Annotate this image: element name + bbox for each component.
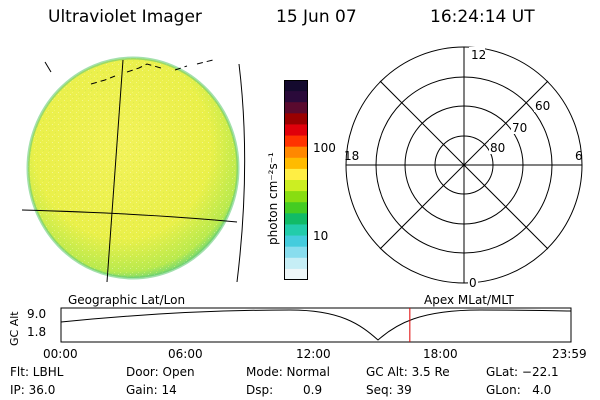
colorbar-segment (284, 102, 308, 114)
colorbar-tick-100: 100 (313, 141, 336, 155)
timeline-x-tick-2359: 23:59 (552, 347, 587, 361)
colorbar-segment (284, 135, 308, 148)
colorbar-frame (284, 80, 308, 280)
timeline-x-tick-1200: 12:00 (296, 347, 331, 361)
colorbar-segment (284, 191, 308, 203)
gain-info: Gain: 14 (126, 383, 177, 397)
timeline-y-axis-label: GC Alt (8, 311, 21, 346)
colorbar-segment (284, 168, 308, 181)
dsp-label: Dsp: (246, 383, 274, 397)
coastline (44, 61, 52, 73)
colorbar-segment (284, 146, 308, 159)
polar-label-6: 6 (575, 149, 583, 163)
colorbar-unit-label: photon cm⁻²s⁻¹ (266, 152, 280, 245)
date-label: 15 Jun 07 (276, 7, 357, 27)
gc-alt-info: GC Alt: 3.5 Re (366, 365, 450, 379)
dsp-value: 0.9 (303, 383, 323, 397)
colorbar-segment (284, 80, 308, 92)
colorbar-segment (284, 113, 308, 125)
timeline-y-tick-max: 9.0 (27, 307, 47, 321)
polar-ring-label-60: 60 (535, 99, 550, 113)
colorbar-segment (284, 213, 308, 225)
timeline-x-tick-0000: 00:00 (43, 347, 78, 361)
coastline (90, 59, 214, 85)
mode-info: Mode: Normal (246, 365, 330, 379)
altitude-curve (60, 309, 572, 341)
colorbar-tick-10: 10 (313, 229, 329, 243)
colorbar-segment (284, 157, 308, 170)
colorbar-segment (284, 202, 308, 214)
polar-label-0: 0 (469, 276, 477, 290)
glon-info: GLon: 4.0 (486, 383, 552, 397)
polar-label-12: 12 (471, 48, 486, 62)
timeline-x-tick-0600: 06:00 (168, 347, 203, 361)
timeline-frame (60, 307, 572, 343)
uv-earth-image (21, 56, 246, 283)
longitude-line (106, 59, 124, 283)
time-label: 16:24:14 UT (430, 7, 535, 27)
glat-info: GLat: −22.1 (486, 365, 559, 379)
colorbar-segment (284, 91, 308, 103)
colorbar-segment (284, 224, 308, 237)
colorbar-segment (284, 268, 308, 280)
mlt-polar-plot: 12 0 18 6 60 70 80 (344, 46, 583, 290)
timeline-right-title: Apex MLat/MLT (424, 293, 514, 307)
longitude-line (236, 63, 246, 283)
colorbar-segment (284, 180, 308, 192)
seq-info: Seq: 39 (366, 383, 412, 397)
filter-info: Flt: LBHL (10, 365, 64, 379)
orbit-altitude-timeline (60, 307, 572, 343)
colorbar-segment (284, 246, 308, 259)
timeline-y-tick-min: 1.8 (27, 325, 47, 339)
colorbar (284, 80, 308, 280)
app-title: Ultraviolet Imager (48, 7, 202, 27)
colorbar-segment (284, 124, 308, 137)
colorbar-segment (284, 235, 308, 248)
colorbar-segment (284, 257, 308, 270)
polar-label-18: 18 (344, 149, 359, 163)
polar-ring-label-70: 70 (512, 121, 527, 135)
polar-diagonal (379, 80, 549, 250)
timeline-x-tick-1800: 18:00 (423, 347, 458, 361)
timeline-left-title: Geographic Lat/Lon (68, 293, 186, 307)
latitude-line (21, 209, 238, 223)
ip-info: IP: 36.0 (10, 383, 56, 397)
polar-ring-label-80: 80 (490, 141, 505, 155)
door-info: Door: Open (126, 365, 195, 379)
